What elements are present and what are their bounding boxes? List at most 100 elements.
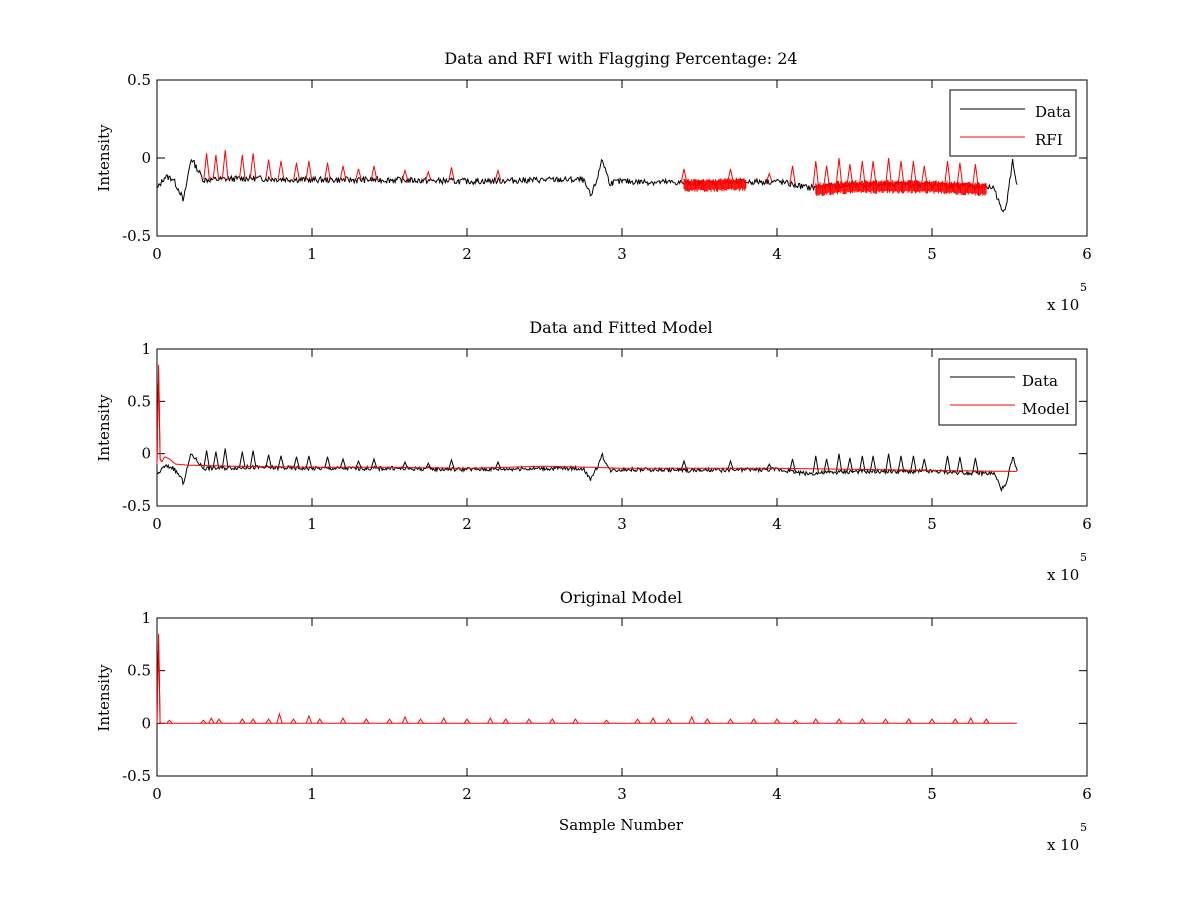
subplot-3-series-model-spike [316,718,323,724]
subplot-2-legend-label-data: Data [1022,372,1058,390]
subplot-2-series-data-spike [324,456,331,469]
subplot-3-title: Original Model [560,588,682,607]
subplot-3-series-model-spike [386,718,393,724]
subplot-1-series-rfi-spike [293,162,300,180]
subplot-3-series-model-spike [249,718,257,724]
subplot-2-series-data-spike [355,459,362,469]
subplot-1-title: Data and RFI with Flagging Percentage: 2… [444,49,797,68]
subplot-2-legend-box [938,358,1077,426]
subplot-2-plot-area: 0 1 2 3 4 5 6-0.500.51 [122,340,1092,533]
subplot-2-series-data-spike [680,459,688,471]
subplot-2-series-data-spike [972,457,979,473]
subplot-2-series-data-spike [766,462,773,470]
subplot-2-legend: Data Model [938,358,1077,426]
subplot-3-series-model-spike [417,718,424,724]
subplot-1-series-rfi-spike [249,153,257,179]
subplot-3-series-model-spike [967,717,974,724]
subplot-2-series-data-spike [846,457,854,472]
subplot-1-ylabel: Intensity [95,124,113,192]
subplot-1-series-rfi-spike [355,168,362,180]
subplot-2-series-data-spike [956,456,964,473]
subplot-1-xtick-label: 3 [617,245,627,263]
subplot-3-series-model-spike [440,717,447,724]
subplot-1-series-rfi-spike [859,161,866,185]
subplot-2-series-data-spike [812,455,819,474]
subplot-3-series-model-spike [952,718,959,724]
subplot-1-series-rfi-spike [370,165,378,180]
subplot-3-series-model-spike [276,712,283,724]
subplot-2-series-data-spike [910,455,917,472]
subplot-3-series-model-spike [792,719,799,724]
subplot-3-series-model-spike [487,717,494,724]
subplot-3-series-model-spike [215,718,223,724]
subplot-3-series-model-spike [665,718,672,724]
subplot-1-legend-label-rfi: RFI [1035,131,1063,149]
subplot-3-series-model-spike [502,718,509,724]
subplot-2-series-data-spike [823,458,830,473]
subplot-2-series-data-spike [249,450,257,468]
subplot-2-xtick-label: 3 [617,515,627,533]
subplot-1-series-rfi-spike [239,154,246,179]
subplot-3-series-model-spike [983,718,990,724]
subplot-1-series-rfi-spike [265,159,272,179]
subplot-1-series-rfi-spike [324,162,331,180]
subplot-3-xtick-label: 4 [772,785,782,803]
subplot-3-series-model-spike [572,718,579,724]
subplot-2-xtick-label: 5 [927,515,937,533]
subplot-1-series-rfi-spike [339,165,347,180]
subplot-1-series-rfi-spike [221,150,229,180]
subplot-2-series-data-spike [835,453,843,473]
subplot-2-xtick-label: 0 [152,515,162,533]
subplot-1-series-rfi-spike [910,161,917,185]
subplot-2-legend-label-model: Model [1022,400,1070,418]
subplot-2-xtick-label: 6 [1082,515,1092,533]
subplot-3-series-model-spike [200,719,207,724]
subplot-3-series-model-spike [339,717,347,724]
subplot-1-series-rfi-spike [425,170,432,181]
subplot-2-series-data-spike [277,455,285,468]
subplot-1-series-rfi-spike [972,164,979,187]
subplot-3-ytick-label: 0 [141,714,151,732]
subplot-3-series-model-spike [727,718,734,724]
subplot-3-series-model-spike [750,718,757,724]
subplot-1-plot-area: 0 1 2 3 4 5 6-0.500.5 [122,71,1092,263]
subplot-1-series-rfi-spike [835,157,843,186]
subplot-3-series-model-spike [859,718,866,724]
subplot-3-series-model-spike [688,715,695,724]
subplot-3-series-model-spike [549,718,556,724]
subplot-1-series-rfi-spike [885,157,892,185]
subplot-3-series-model-spike [603,719,610,724]
subplot-2-series-model-line [156,381,1017,472]
subplot-2-xtick-label: 1 [307,515,317,533]
subplot-3-xtick-label: 6 [1082,785,1092,803]
subplot-1-xtick-label: 1 [307,245,317,263]
subplot-3-xtick-label: 1 [307,785,317,803]
subplot-3-ylabel: Intensity [95,664,113,732]
subplot-1-legend-label-data: Data [1035,103,1071,121]
subplot-1-series-rfi-spike [846,164,854,185]
subplot-1-series-rfi-spike [203,153,210,180]
subplot-3-series-model-spike [812,718,819,724]
subplot-1-legend: Data RFI [949,89,1077,157]
subplot-1-ytick-label: 0 [141,149,151,167]
subplot-1-legend-box [949,89,1077,157]
subplot-2-series-data-spike [293,456,300,469]
subplot-2-series-data-spike [789,458,796,472]
subplot-3-series-model-spike [649,717,657,724]
subplot-2-ytick-label: 0.5 [127,392,151,410]
subplot-3-series-model-line [156,651,1017,724]
subplot-1-xtick-label: 4 [772,245,782,263]
subplot-3-xlabel: Sample Number [559,816,684,834]
subplot-3-series-model-spike [363,718,370,724]
subplot-3-series-model-spike [773,718,781,724]
subplot-2-ytick-label: 0 [141,445,151,463]
subplot-3-series-model-spike [166,719,173,724]
subplot-2-xtick-label: 4 [772,515,782,533]
subplot-3-ytick-label: 1 [141,609,151,627]
subplot-2-series-data-spike [339,457,347,469]
subplot-1-series-rfi-spike [956,162,964,186]
subplot-1-series-rfi-spike [897,161,905,185]
subplot-3-series-model-spike [905,718,912,724]
subplot-3: Original Model Intensity 0 1 2 3 4 5 6-0.500.5… [95,588,1092,854]
